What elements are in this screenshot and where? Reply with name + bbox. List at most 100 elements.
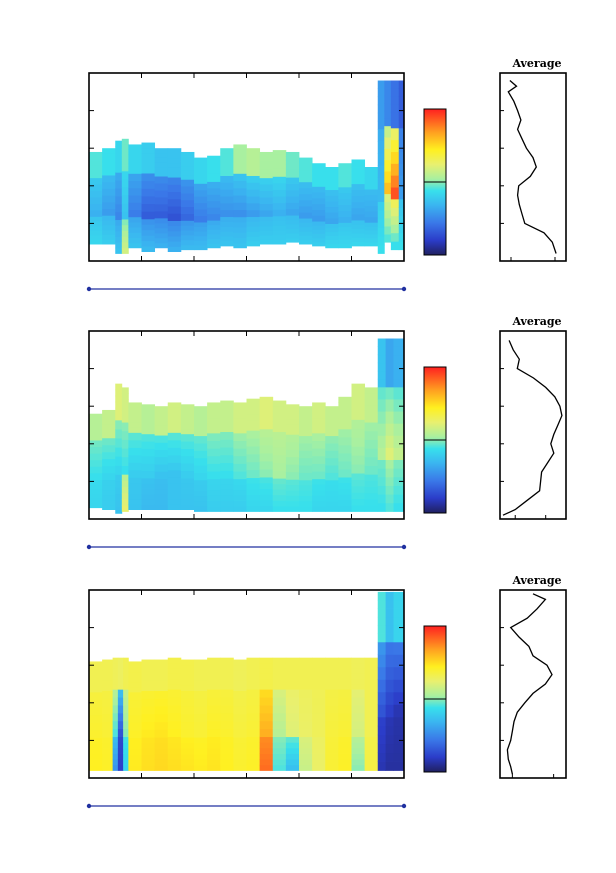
heatmap-cell [180, 230, 195, 236]
heatmap-cell [312, 728, 326, 738]
heatmap-cell [338, 230, 352, 236]
heatmap-cell [233, 500, 247, 507]
heatmap-cell [167, 759, 182, 766]
heatmap-cell [299, 193, 313, 201]
heatmap-cell [89, 722, 103, 731]
heatmap-cell [285, 404, 300, 410]
heatmap-cell [246, 241, 261, 247]
heatmap-cell [194, 430, 208, 437]
heatmap-cell [351, 183, 366, 191]
heatmap-cell [325, 178, 339, 183]
heatmap-cell [312, 237, 326, 243]
heatmap-cell [112, 736, 119, 743]
heatmap-cell [299, 485, 313, 491]
heatmap-cell [180, 721, 195, 730]
heatmap-cell [167, 684, 182, 690]
heatmap-cell [385, 459, 394, 469]
heatmap-cell [121, 448, 129, 458]
heatmap-cell [220, 657, 234, 664]
heatmap-cell [115, 447, 123, 457]
heatmap-cell [385, 378, 394, 388]
heatmap-cell [364, 404, 379, 411]
heatmap-cell [233, 402, 247, 408]
heatmap-cell [89, 498, 103, 504]
heatmap-cell [233, 216, 247, 223]
heatmap-cell [312, 229, 326, 234]
heatmap-cell [393, 399, 405, 412]
heatmap-cell [102, 175, 116, 183]
heatmap-cell [393, 679, 405, 693]
heatmap-cell [220, 494, 234, 501]
heatmap-cell [154, 478, 169, 485]
heatmap-cell [102, 675, 114, 681]
heatmap-cell [207, 684, 221, 690]
heatmap-cell [128, 144, 142, 150]
average-profile-line [506, 593, 553, 775]
heatmap-cell [325, 662, 339, 669]
heatmap-cell [89, 453, 103, 461]
heatmap-cell [194, 457, 208, 466]
heatmap-cell [102, 433, 116, 439]
heatmap-cell [115, 247, 123, 254]
heatmap-cell [89, 765, 103, 771]
heatmap-cell [246, 236, 261, 242]
heatmap-cell [128, 759, 142, 766]
heatmap-cell [272, 239, 287, 245]
heatmap-cell [393, 354, 405, 364]
heatmap-cell [220, 416, 234, 422]
heatmap-cell [338, 684, 352, 690]
heatmap-cell [285, 160, 300, 165]
heatmap-cell [233, 764, 247, 771]
heatmap-cell [285, 151, 300, 157]
heatmap-cell [272, 736, 287, 743]
heatmap-cell [207, 705, 221, 714]
heatmap-cell [299, 465, 313, 473]
heatmap-cell [259, 662, 274, 669]
heatmap-cell [285, 479, 300, 486]
heatmap-cell [325, 174, 339, 179]
heatmap-cell [377, 177, 385, 190]
heatmap-cell [207, 759, 221, 766]
heatmap-cell [377, 691, 387, 705]
heatmap-cell [207, 172, 221, 178]
heatmap-cell [285, 208, 300, 216]
heatmap-cell [220, 410, 234, 417]
heatmap-cell [207, 712, 221, 722]
heatmap-cell [121, 154, 129, 161]
heatmap-cell [180, 414, 195, 420]
heatmap-cell [246, 166, 261, 172]
heatmap-cell [141, 455, 156, 464]
heatmap-cell [154, 148, 169, 154]
heatmap-cell [112, 720, 119, 730]
heatmap-cell [141, 753, 156, 760]
heatmap-cell [285, 173, 300, 178]
heatmap-cell [128, 482, 142, 489]
heatmap-cell [154, 664, 169, 671]
heatmap-cell [393, 654, 405, 668]
heatmap-cell [385, 666, 394, 680]
heatmap-cell [325, 720, 339, 730]
heatmap-cell [393, 476, 405, 486]
heatmap-cell [89, 459, 103, 467]
heatmap-cell [141, 162, 156, 169]
heatmap-cell [312, 422, 326, 429]
heatmap-cell [364, 439, 379, 449]
heatmap-cell [220, 462, 234, 471]
heatmap-cell [207, 422, 221, 429]
heatmap-cell [385, 435, 394, 448]
heatmap-cell [167, 493, 182, 500]
heatmap-cell [398, 187, 405, 200]
heatmap-cell [89, 730, 103, 739]
heatmap-cell [272, 163, 287, 169]
heatmap-cell [299, 500, 313, 507]
heatmap-cell [102, 472, 116, 481]
heatmap-cell [89, 413, 103, 419]
heatmap-cell [338, 668, 352, 674]
heatmap-cell [338, 712, 352, 722]
heatmap-cell [390, 96, 400, 105]
heatmap-cell [259, 505, 274, 512]
heatmap-cell [167, 427, 182, 433]
heatmap-cell [112, 673, 119, 680]
heatmap-cell [194, 472, 208, 481]
heatmap-cell [364, 712, 379, 722]
